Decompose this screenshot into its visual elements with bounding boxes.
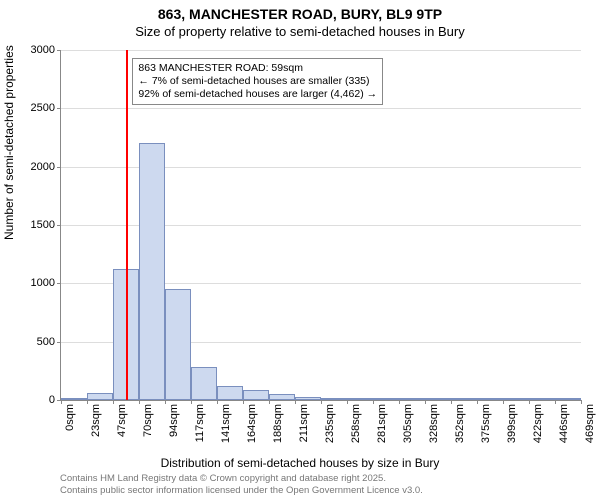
y-tick-label: 0 xyxy=(49,394,55,406)
x-tick-mark xyxy=(373,400,374,404)
histogram-bar xyxy=(61,398,87,400)
histogram-bar xyxy=(165,289,191,400)
x-tick-mark xyxy=(477,400,478,404)
y-tick-label: 3000 xyxy=(31,44,55,56)
histogram-bar xyxy=(217,386,243,400)
histogram-bar xyxy=(295,397,321,401)
x-tick-mark xyxy=(217,400,218,404)
x-tick-label: 375sqm xyxy=(480,404,492,443)
annotation-line-3: 92% of semi-detached houses are larger (… xyxy=(138,88,377,101)
y-tick-label: 500 xyxy=(37,336,55,348)
x-tick-label: 0sqm xyxy=(64,404,76,431)
histogram-bar xyxy=(399,398,425,400)
x-tick-label: 70sqm xyxy=(142,404,154,437)
x-tick-mark xyxy=(87,400,88,404)
x-tick-mark xyxy=(269,400,270,404)
y-tick-mark xyxy=(57,167,61,168)
x-tick-label: 117sqm xyxy=(194,404,206,442)
x-tick-label: 305sqm xyxy=(402,404,414,443)
histogram-bar xyxy=(243,390,269,401)
x-axis-label: Distribution of semi-detached houses by … xyxy=(0,456,600,470)
x-tick-label: 352sqm xyxy=(454,404,466,443)
histogram-bar xyxy=(373,398,399,400)
y-tick-label: 2500 xyxy=(31,102,55,114)
y-tick-label: 1500 xyxy=(31,219,55,231)
x-tick-mark xyxy=(529,400,530,404)
x-tick-mark xyxy=(243,400,244,404)
x-tick-mark xyxy=(113,400,114,404)
x-tick-label: 47sqm xyxy=(116,404,128,437)
y-tick-mark xyxy=(57,342,61,343)
attribution: Contains HM Land Registry data © Crown c… xyxy=(60,473,423,496)
x-tick-label: 328sqm xyxy=(428,404,440,443)
annotation-box: 863 MANCHESTER ROAD: 59sqm ← 7% of semi-… xyxy=(132,58,383,105)
x-tick-mark xyxy=(347,400,348,404)
x-tick-mark xyxy=(555,400,556,404)
grid-line xyxy=(61,108,581,109)
y-tick-mark xyxy=(57,50,61,51)
x-tick-label: 469sqm xyxy=(584,404,596,443)
y-axis-label: Number of semi-detached properties xyxy=(2,45,16,240)
x-tick-mark xyxy=(61,400,62,404)
x-tick-mark xyxy=(503,400,504,404)
histogram-bar xyxy=(477,398,503,400)
attribution-line-2: Contains public sector information licen… xyxy=(60,485,423,496)
x-tick-mark xyxy=(165,400,166,404)
x-tick-mark xyxy=(191,400,192,404)
chart-subtitle: Size of property relative to semi-detach… xyxy=(0,24,600,39)
x-tick-mark xyxy=(425,400,426,404)
histogram-bar xyxy=(87,393,113,400)
histogram-bar xyxy=(503,398,529,400)
x-tick-mark xyxy=(295,400,296,404)
y-tick-label: 1000 xyxy=(31,277,55,289)
x-tick-label: 446sqm xyxy=(558,404,570,443)
histogram-bar xyxy=(347,398,373,400)
attribution-line-1: Contains HM Land Registry data © Crown c… xyxy=(60,473,423,484)
histogram-bar xyxy=(555,398,581,400)
x-tick-label: 23sqm xyxy=(90,404,102,437)
grid-line xyxy=(61,50,581,51)
x-tick-mark xyxy=(451,400,452,404)
x-tick-label: 188sqm xyxy=(272,404,284,443)
x-tick-label: 258sqm xyxy=(350,404,362,443)
histogram-bar xyxy=(269,394,295,400)
y-tick-mark xyxy=(57,108,61,109)
histogram-bar xyxy=(425,398,451,400)
chart-container: 863, MANCHESTER ROAD, BURY, BL9 9TP Size… xyxy=(0,0,600,500)
annotation-line-2: ← 7% of semi-detached houses are smaller… xyxy=(138,75,377,88)
y-tick-label: 2000 xyxy=(31,161,55,173)
histogram-bar xyxy=(321,398,347,400)
x-tick-mark xyxy=(139,400,140,404)
reference-line xyxy=(126,50,128,400)
y-tick-mark xyxy=(57,283,61,284)
x-tick-mark xyxy=(321,400,322,404)
x-tick-label: 422sqm xyxy=(532,404,544,443)
x-tick-label: 235sqm xyxy=(324,404,336,443)
x-tick-label: 94sqm xyxy=(168,404,180,437)
x-tick-mark xyxy=(581,400,582,404)
x-tick-label: 399sqm xyxy=(506,404,518,443)
chart-title: 863, MANCHESTER ROAD, BURY, BL9 9TP xyxy=(0,6,600,22)
x-tick-label: 164sqm xyxy=(246,404,258,443)
x-tick-label: 211sqm xyxy=(298,404,310,442)
histogram-bar xyxy=(451,398,477,400)
histogram-bar xyxy=(139,143,165,400)
annotation-line-1: 863 MANCHESTER ROAD: 59sqm xyxy=(138,62,377,75)
y-tick-mark xyxy=(57,225,61,226)
histogram-bar xyxy=(529,398,555,400)
x-tick-mark xyxy=(399,400,400,404)
x-tick-label: 141sqm xyxy=(220,404,232,443)
x-tick-label: 281sqm xyxy=(376,404,388,443)
histogram-bar xyxy=(191,367,217,400)
plot-area: 0500100015002000250030000sqm23sqm47sqm70… xyxy=(60,50,581,401)
